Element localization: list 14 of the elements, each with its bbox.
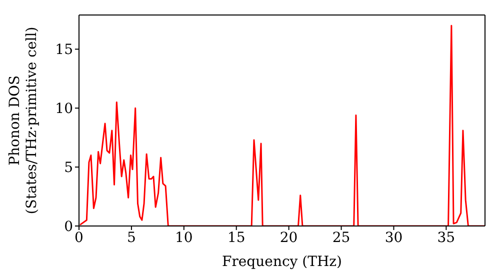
y-tick-label: 10 [55, 101, 73, 118]
y-axis-title: Phonon DOS (States/THz·primitive cell) [7, 26, 40, 214]
x-tick-label: 35 [437, 230, 456, 246]
x-tick-label: 30 [384, 230, 403, 246]
y-tick-label: 5 [64, 160, 73, 176]
x-tick-label: 20 [280, 230, 298, 246]
x-tick-label: 15 [227, 230, 246, 246]
y-tick-label: 15 [55, 42, 73, 58]
x-tick-label: 5 [126, 230, 136, 246]
x-tick-label: 25 [332, 230, 350, 246]
y-tick-label: 0 [64, 218, 73, 235]
x-tick-label: 10 [174, 230, 193, 246]
x-tick-label: 0 [74, 230, 84, 246]
x-axis-title: Frequency (THz) [222, 254, 342, 270]
